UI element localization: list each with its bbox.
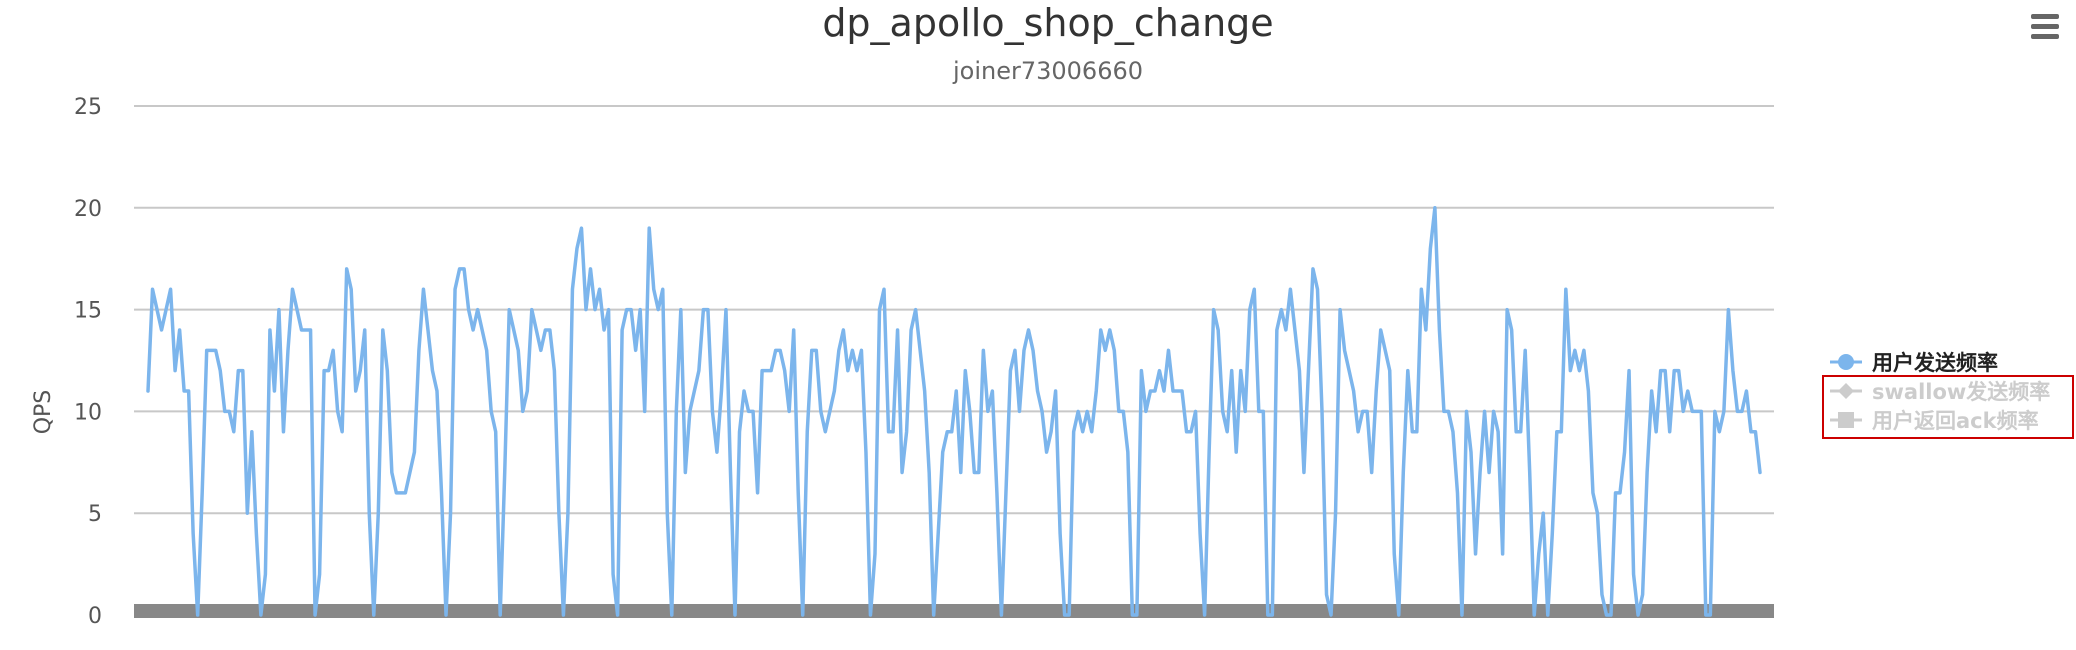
chart-title: dp_apollo_shop_change <box>822 1 1273 45</box>
y-tick-label: 15 <box>74 299 102 324</box>
y-tick-label: 20 <box>74 197 102 222</box>
series-line <box>146 206 1762 617</box>
square-marker-icon <box>1838 412 1854 428</box>
legend-highlight-box <box>1822 375 2074 439</box>
y-tick-label: 0 <box>88 604 102 629</box>
legend-label: 用户返回ack频率 <box>1872 409 2039 433</box>
legend-item[interactable]: swallow发送频率 <box>1830 380 2050 404</box>
series-group <box>146 206 1762 617</box>
circle-marker-icon <box>1838 354 1854 370</box>
y-tick-label: 25 <box>74 95 102 120</box>
legend-label: 用户发送频率 <box>1872 351 1998 375</box>
chart-subtitle: joiner73006660 <box>952 57 1143 85</box>
diamond-marker-icon <box>1838 383 1854 399</box>
y-axis-label: QPS <box>31 390 56 435</box>
y-tick-label: 10 <box>74 400 102 425</box>
legend-item[interactable]: 用户返回ack频率 <box>1830 409 2039 433</box>
x-axis-baseline <box>134 604 1774 618</box>
y-tick-label: 5 <box>88 502 102 527</box>
legend-label: swallow发送频率 <box>1872 380 2050 404</box>
y-axis-ticks: 0 5 10 15 20 25 <box>74 95 102 629</box>
hamburger-menu-icon[interactable] <box>2025 8 2065 48</box>
legend-item[interactable]: 用户发送频率 <box>1830 351 1998 375</box>
